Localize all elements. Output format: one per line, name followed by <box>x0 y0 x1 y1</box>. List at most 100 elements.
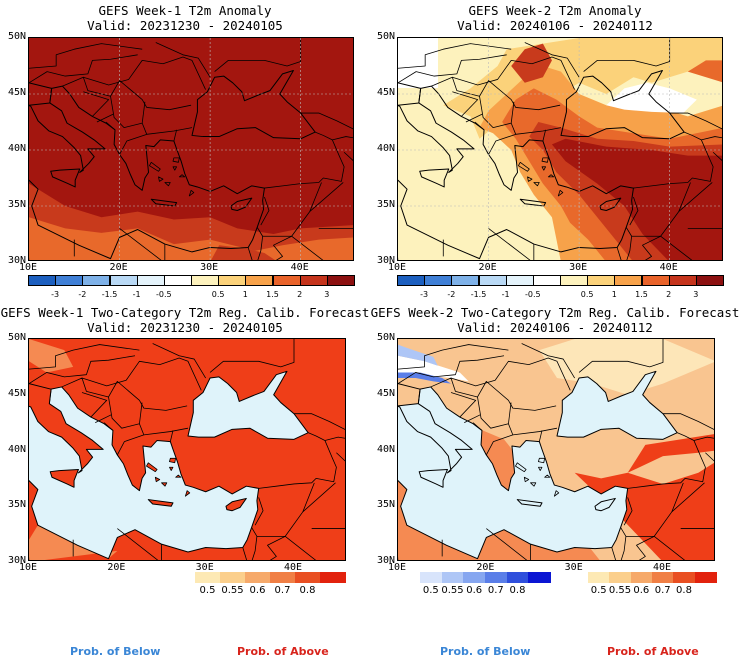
country-border <box>578 339 664 373</box>
anomaly-colorbar-week2: -3 -2 -1.5 -1 -0.5 0.5 1 1.5 2 3 <box>397 275 724 305</box>
aegean-island <box>515 462 527 473</box>
colorbar-swatch <box>218 275 247 286</box>
colorbar-swatch <box>245 275 274 286</box>
country-border <box>83 91 110 117</box>
colorbar-swatch <box>441 572 465 583</box>
country-border <box>398 355 505 384</box>
aegean-island <box>538 457 546 464</box>
mediterranean-sea <box>398 85 634 260</box>
prob-above-colorbar-week2: 0.5 0.55 0.6 0.7 0.8 <box>588 572 717 602</box>
probability-region <box>29 525 118 560</box>
cyprus-landmass <box>594 497 616 512</box>
lat-tick-label: 45N <box>7 87 26 98</box>
country-border <box>712 151 722 162</box>
anomaly-colorbar-week1: -3 -2 -1.5 -1 -0.5 0.5 1 1.5 2 3 <box>28 275 355 305</box>
colorbar-tick-label: -2 <box>447 290 456 299</box>
panel3-map <box>28 338 346 561</box>
colorbar-tick-label: 0.7 <box>274 585 291 596</box>
colorbar-tick-label: 0.5 <box>590 585 607 596</box>
sicily-landmass <box>49 468 79 488</box>
colorbar-swatch <box>320 572 346 583</box>
lat-tick-label: 40N <box>376 443 395 455</box>
colorbar-tick-label: -1.5 <box>101 290 118 299</box>
colorbar-swatch <box>295 572 321 583</box>
panel4-title: GEFS Week-2 Two-Category T2m Reg. Calib.… <box>370 305 740 320</box>
lon-tick-label: 30E <box>564 562 583 573</box>
colorbar-swatch <box>424 275 453 286</box>
colorbar-swatch <box>506 572 530 583</box>
aegean-island <box>538 466 543 471</box>
aegean-island <box>530 482 537 487</box>
lon-tick-label: 10E <box>19 262 38 273</box>
italy-landmass <box>29 82 106 173</box>
aegean-island <box>178 174 186 178</box>
panel1-map <box>28 37 354 261</box>
lon-tick-label: 40E <box>284 562 303 573</box>
italy-landmass <box>398 383 473 474</box>
sicily-landmass <box>50 168 81 188</box>
aegean-island <box>172 166 178 171</box>
country-border <box>430 377 557 411</box>
lon-tick-label: 10E <box>19 562 38 573</box>
prob-below-colorbar-week2: 0.5 0.55 0.6 0.7 0.8 <box>420 572 551 602</box>
country-border <box>671 482 705 513</box>
aegean-island <box>541 157 549 163</box>
country-border <box>81 392 108 418</box>
colorbar-swatch <box>630 572 653 583</box>
italy-landmass <box>398 82 475 173</box>
lat-tick-label: 30N <box>376 255 395 266</box>
colorbar-swatch <box>136 275 165 286</box>
country-border <box>625 482 684 537</box>
country-border <box>155 42 211 78</box>
lat-tick-label: 50N <box>7 31 26 42</box>
country-border <box>542 129 546 142</box>
country-border <box>627 432 706 489</box>
lat-tick-label: 45N <box>7 387 26 399</box>
lat-tick-label: 45N <box>376 387 395 399</box>
colorbar-tick-label: -2 <box>78 290 87 299</box>
map-canvas <box>29 38 353 260</box>
colorbar-tick-label: -1.5 <box>470 290 487 299</box>
prob-above-label-week2: Prob. of Above <box>607 645 699 658</box>
lon-tick-label: 20E <box>478 262 497 273</box>
country-border <box>629 196 639 226</box>
country-border <box>83 56 206 90</box>
aegean-island <box>518 161 530 172</box>
colorbar-tick-label: 0.5 <box>422 585 439 596</box>
country-border <box>209 339 295 373</box>
colorbar-tick-label: 0.6 <box>466 585 483 596</box>
cyprus-landmass <box>230 197 253 211</box>
lat-tick-label: 35N <box>7 199 26 210</box>
aegean-island <box>557 189 564 197</box>
country-border <box>284 536 317 560</box>
country-border <box>242 547 248 560</box>
lon-tick-label: 10E <box>388 562 407 573</box>
country-border <box>488 228 531 260</box>
colorbar-swatch <box>588 572 611 583</box>
country-border <box>474 121 485 131</box>
colorbar-tick-label: 3 <box>324 290 330 299</box>
cyprus-landmass <box>599 197 622 211</box>
country-border <box>398 43 512 69</box>
country-border <box>29 355 136 384</box>
anomaly-contour <box>606 82 697 114</box>
colorbar-swatch <box>220 572 246 583</box>
country-border <box>633 131 714 189</box>
lat-tick-label: 30N <box>7 255 26 266</box>
prob-above-colorbar-week1: 0.5 0.55 0.6 0.7 0.8 <box>195 572 346 602</box>
panel3-valid: Valid: 20231230 - 20240105 <box>87 320 283 335</box>
aegean-island <box>553 490 560 497</box>
lon-tick-label: 30E <box>195 562 214 573</box>
mediterranean-sea <box>398 386 629 560</box>
lat-tick-label: 50N <box>7 332 26 343</box>
colorbar-swatch <box>528 572 551 583</box>
colorbar-swatch <box>420 572 443 583</box>
lat-tick-label: 35N <box>376 199 395 210</box>
colorbar-swatch <box>463 572 486 583</box>
country-border <box>141 101 146 124</box>
aegean-island <box>533 182 540 187</box>
colorbar-tick-label: 0.5 <box>199 585 216 596</box>
country-border <box>663 413 714 441</box>
lat-tick-label: 50N <box>376 332 395 343</box>
black-sea <box>560 69 685 140</box>
